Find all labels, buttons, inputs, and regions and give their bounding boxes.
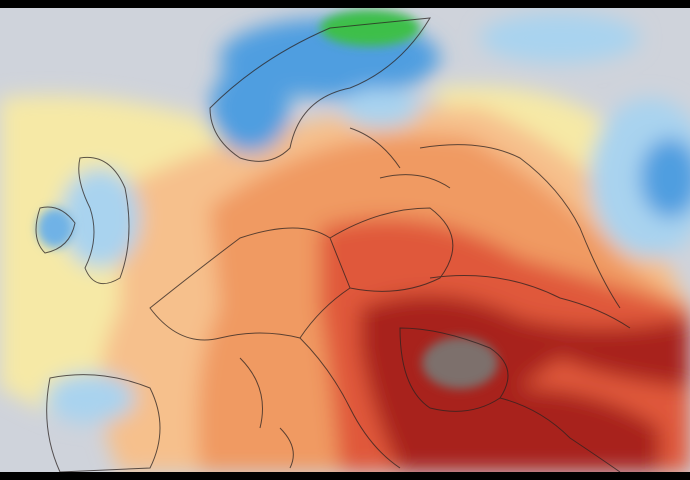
russia-blue-deep	[640, 138, 690, 218]
temperature-anomaly-map	[0, 8, 690, 472]
iberia-blue	[45, 373, 135, 423]
norway-green	[320, 10, 420, 46]
ne-blue	[480, 13, 640, 63]
dark-red-zone	[360, 295, 690, 472]
anomaly-fields	[0, 13, 690, 472]
baltic-light-blue	[340, 88, 420, 128]
norway-blue	[210, 63, 290, 153]
hungary-grey	[422, 337, 498, 389]
ireland-blue	[37, 208, 73, 248]
uk-blue	[60, 168, 140, 268]
country-borders	[35, 17, 631, 472]
